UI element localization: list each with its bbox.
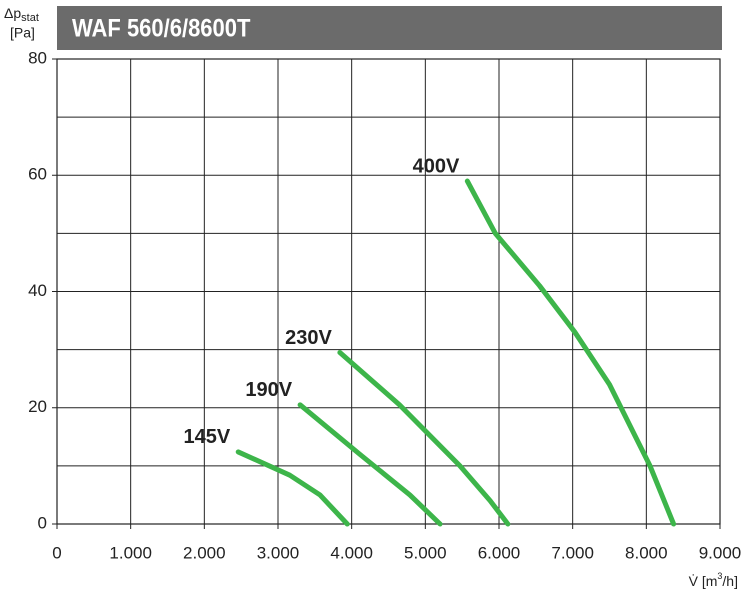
- y-label-symbol: Δp: [4, 5, 21, 21]
- x-label-sup: 3: [717, 571, 722, 581]
- x-tick-label: 9.000: [699, 543, 742, 562]
- x-tick-label: 2.000: [183, 543, 226, 562]
- curve: [235, 449, 350, 527]
- y-tick-label: 40: [28, 281, 47, 300]
- x-label-text: V̇ [m: [689, 573, 718, 589]
- series-label: 400V: [413, 155, 460, 177]
- y-tick-label: 20: [28, 397, 47, 416]
- x-tick-label: 6.000: [478, 543, 521, 562]
- x-tick-label: 5.000: [404, 543, 447, 562]
- plot-frame: [56, 58, 721, 525]
- y-tick-label: 80: [28, 48, 47, 67]
- x-label-end: /h]: [722, 573, 738, 589]
- title-banner: [57, 6, 722, 50]
- curve: [297, 402, 443, 527]
- y-axis-label: Δpstat: [4, 5, 39, 24]
- x-tick-label: 7.000: [551, 543, 594, 562]
- curve: [464, 178, 677, 527]
- series-label: 230V: [285, 327, 332, 349]
- x-tick-label: 0: [52, 543, 61, 562]
- x-tick-label: 4.000: [330, 543, 373, 562]
- series-label: 190V: [245, 379, 292, 401]
- y-axis-unit: [Pa]: [10, 25, 35, 41]
- x-axis-label: V̇ [m3/h]: [689, 571, 738, 588]
- y-tick-label: 0: [38, 513, 47, 532]
- x-tick-label: 8.000: [625, 543, 668, 562]
- curve: [337, 350, 511, 527]
- y-tick-label: 60: [28, 165, 47, 184]
- x-tick-label: 1.000: [109, 543, 152, 562]
- x-tick-label: 3.000: [257, 543, 300, 562]
- series-label: 145V: [184, 426, 231, 448]
- y-label-sub: stat: [21, 12, 39, 24]
- chart-title: WAF 560/6/8600T: [72, 14, 251, 42]
